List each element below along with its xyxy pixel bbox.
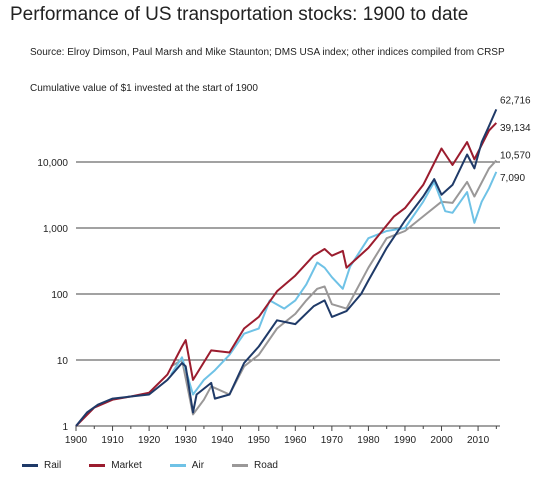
- legend-label: Road: [254, 460, 278, 471]
- series-line-rail: [75, 108, 498, 427]
- legend-swatch: [169, 464, 186, 467]
- y-tick: 10,000: [37, 158, 68, 169]
- x-axis-ticks: 1900 1910 1920 1930 1940 1950 1960 1970 1980 1990…: [65, 426, 497, 446]
- x-tick-label: 1930: [175, 435, 198, 446]
- x-tick: 1910: [101, 435, 124, 446]
- x-tick-label: 2000: [430, 435, 453, 446]
- x-tick-label: 1940: [211, 435, 234, 446]
- y-tick-label: 10,000: [37, 158, 68, 169]
- x-tick: 1950: [248, 435, 271, 446]
- end-label-market: 39,134: [500, 123, 531, 134]
- legend-item-air: Air: [169, 460, 205, 471]
- x-tick-label: 1980: [357, 435, 380, 446]
- x-tick: 1980: [357, 435, 380, 446]
- y-tick: 10: [57, 356, 69, 367]
- legend-label: Air: [191, 460, 205, 471]
- x-tick: 1930: [175, 435, 198, 446]
- x-tick: 1940: [211, 435, 234, 446]
- series-line-market: [75, 122, 498, 427]
- y-tick: 100: [51, 290, 68, 301]
- y-tick-label: 1: [62, 422, 68, 433]
- legend-label: Market: [111, 460, 142, 471]
- end-label-rail: 62,716: [500, 95, 531, 106]
- legend-label: Rail: [44, 460, 62, 471]
- x-tick: 1970: [321, 435, 344, 446]
- y-tick: 1,000: [43, 224, 68, 235]
- x-tick: 2010: [467, 435, 490, 446]
- y-tick-label: 10: [57, 356, 69, 367]
- x-tick: 1920: [138, 435, 161, 446]
- gridlines: [76, 161, 500, 427]
- x-tick: 1960: [284, 435, 307, 446]
- x-tick: 2000: [430, 435, 453, 446]
- y-tick: 1: [62, 422, 68, 433]
- end-labels: 62,716 39,134 7,090 10,570: [500, 95, 531, 183]
- legend-item-market: Market: [89, 460, 142, 471]
- series-line-air: [170, 171, 498, 396]
- x-tick-label: 1950: [248, 435, 271, 446]
- legend: Rail Market Air Road: [22, 460, 306, 471]
- series-lines: [75, 108, 498, 427]
- legend-swatch: [22, 464, 38, 467]
- x-tick: 1990: [394, 435, 417, 446]
- y-axis-ticks: 1 10 100 1,000 10,000: [37, 158, 68, 433]
- y-tick-label: 1,000: [43, 224, 68, 235]
- chart-source: Source: Elroy Dimson, Paul Marsh and Mik…: [30, 47, 505, 58]
- series-line-road: [170, 159, 498, 416]
- chart-title: Performance of US transportation stocks:…: [10, 4, 469, 25]
- y-tick-label: 100: [51, 290, 68, 301]
- y-axis-label: Cumulative value of $1 invested at the s…: [30, 83, 258, 94]
- x-tick: 1900: [65, 435, 88, 446]
- end-label-air: 7,090: [500, 173, 525, 184]
- end-label-road: 10,570: [500, 150, 531, 161]
- legend-swatch: [89, 464, 106, 467]
- x-tick-label: 1900: [65, 435, 88, 446]
- x-tick-label: 1970: [321, 435, 344, 446]
- legend-item-road: Road: [232, 460, 278, 471]
- x-tick-label: 1910: [101, 435, 124, 446]
- legend-item-rail: Rail: [22, 460, 61, 471]
- x-tick-label: 1920: [138, 435, 161, 446]
- x-tick-label: 2010: [467, 435, 490, 446]
- legend-swatch: [232, 464, 249, 467]
- x-tick-label: 1990: [394, 435, 417, 446]
- x-tick-label: 1960: [284, 435, 307, 446]
